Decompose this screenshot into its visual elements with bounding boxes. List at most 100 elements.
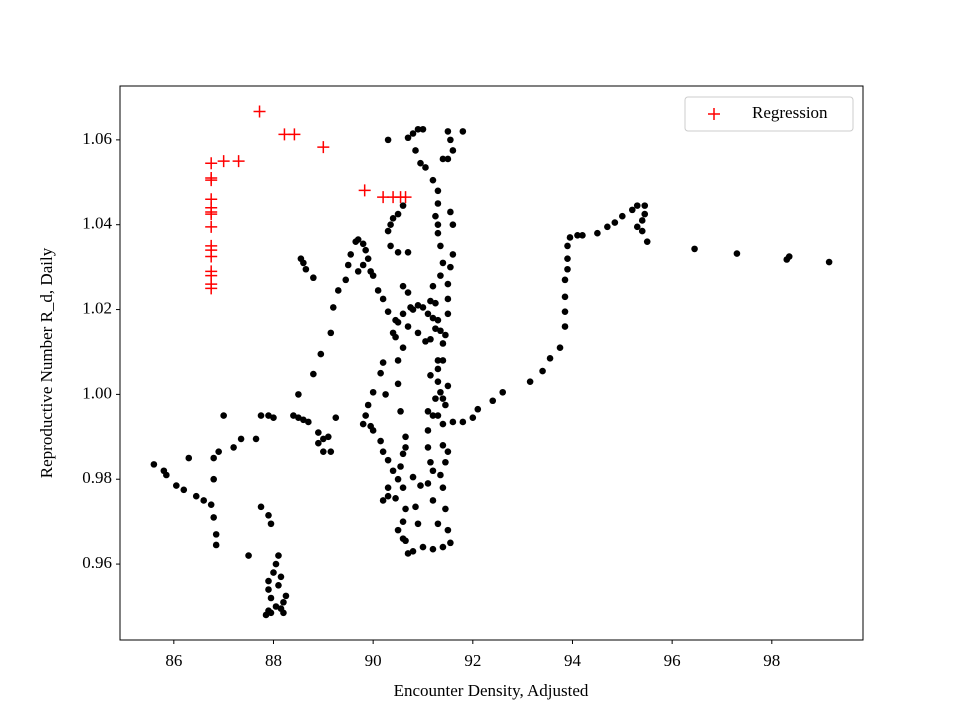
point [399, 450, 407, 458]
point [205, 220, 218, 233]
point [150, 461, 158, 468]
point [257, 412, 265, 419]
point [439, 420, 447, 428]
point [394, 210, 402, 218]
point [526, 378, 534, 385]
point [434, 412, 442, 419]
point [334, 287, 342, 294]
point [300, 259, 307, 267]
point [364, 401, 372, 409]
plot-frame [119, 85, 864, 641]
point [427, 458, 434, 466]
point [389, 467, 397, 475]
point [362, 246, 369, 254]
point [412, 147, 419, 154]
point [275, 552, 282, 559]
point [604, 223, 611, 231]
point [288, 128, 301, 141]
point [315, 429, 322, 436]
point [404, 248, 412, 256]
point [200, 497, 208, 504]
point [419, 125, 427, 133]
point [205, 282, 218, 295]
point [387, 242, 394, 250]
point [205, 250, 218, 263]
point [643, 238, 651, 245]
point [362, 412, 369, 419]
point [439, 484, 447, 492]
point [546, 355, 554, 362]
point [442, 458, 449, 466]
point [594, 229, 601, 237]
point [429, 176, 437, 184]
y-axis-label: Reproductive Number R_d, Daily [37, 247, 56, 478]
point [295, 391, 302, 398]
point [205, 174, 218, 187]
x-tick-label: 94 [564, 651, 582, 670]
point [399, 191, 412, 204]
y-tick-label: 1.00 [82, 383, 112, 402]
legend-box [684, 96, 854, 132]
x-tick-label: 90 [365, 651, 382, 670]
point [444, 128, 452, 135]
point [579, 232, 586, 239]
point [394, 380, 402, 388]
point [414, 125, 422, 133]
point [384, 484, 392, 492]
point [404, 289, 412, 296]
point [210, 514, 217, 521]
point [185, 454, 193, 462]
point [409, 548, 417, 555]
point [354, 268, 362, 275]
point [399, 282, 407, 290]
point [379, 295, 387, 303]
x-tick-label: 98 [763, 651, 780, 670]
point [424, 480, 432, 487]
point [275, 581, 282, 589]
point [459, 128, 467, 135]
point [320, 448, 327, 455]
point [377, 437, 384, 445]
point [267, 594, 275, 602]
point [444, 295, 452, 303]
point [399, 535, 407, 542]
point [212, 541, 220, 549]
y-tick-label: 1.02 [82, 298, 112, 317]
point [437, 242, 444, 250]
point [439, 395, 447, 402]
point [265, 511, 272, 519]
point [564, 265, 571, 273]
point [205, 208, 218, 221]
point [427, 372, 434, 379]
point [444, 280, 452, 288]
y-tick-label: 0.96 [82, 553, 112, 572]
point [257, 503, 265, 511]
point [215, 448, 222, 455]
point [442, 505, 449, 513]
point [424, 427, 432, 434]
point [210, 454, 217, 462]
point [432, 395, 439, 402]
point [424, 444, 432, 451]
point [638, 227, 646, 235]
point [347, 251, 355, 258]
point [539, 367, 546, 375]
point [290, 412, 297, 419]
point [354, 236, 362, 243]
point [379, 448, 387, 455]
point [641, 210, 649, 218]
point [691, 245, 698, 253]
point [434, 357, 442, 364]
point [449, 147, 457, 154]
point [444, 155, 452, 163]
point [429, 497, 437, 504]
point [437, 272, 444, 279]
x-tick-label: 96 [664, 651, 681, 670]
point [359, 240, 367, 248]
point [449, 221, 457, 229]
legend-label: Regression [752, 103, 828, 122]
point [192, 492, 200, 500]
point [566, 234, 574, 241]
point [282, 592, 290, 600]
